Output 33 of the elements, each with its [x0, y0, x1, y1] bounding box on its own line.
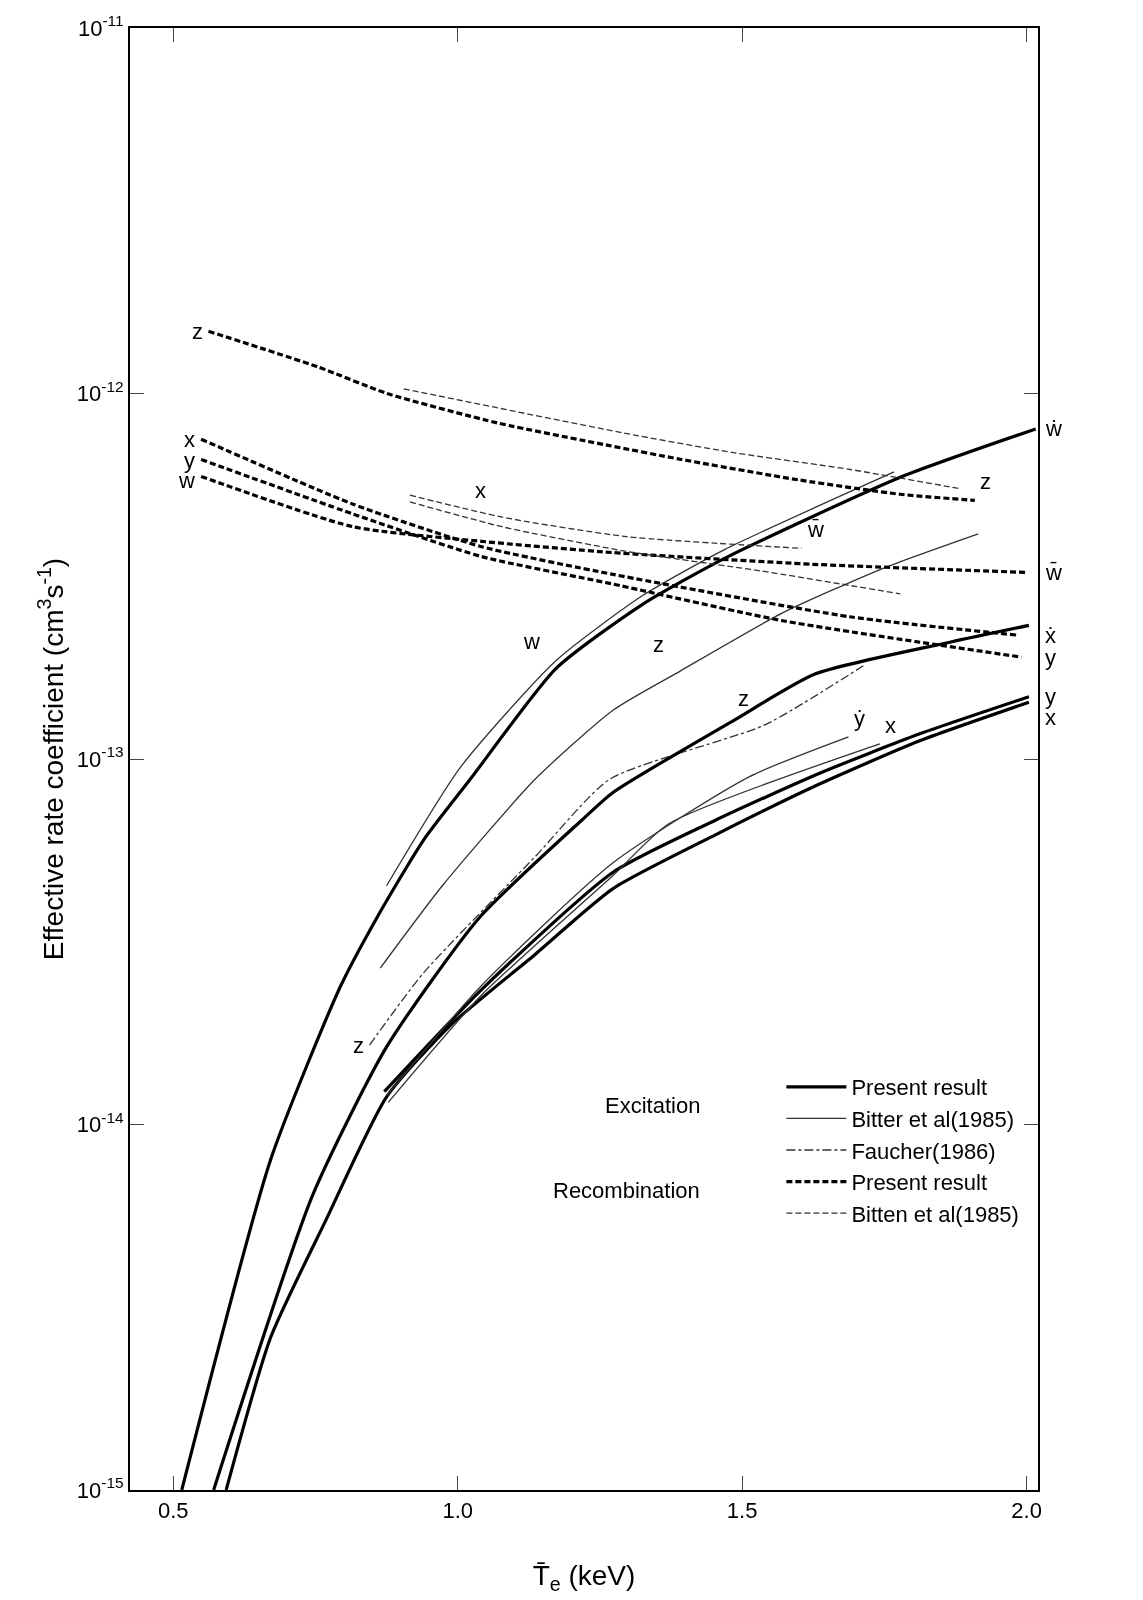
- annotation: ẋ: [1045, 623, 1056, 648]
- annotation: ẏ: [854, 706, 865, 731]
- annotation: z: [353, 1033, 364, 1058]
- annotation: x: [885, 713, 896, 738]
- y-tick-label: 10$^{-15}$: [76, 1474, 124, 1503]
- legend-label: Present result: [851, 1075, 988, 1101]
- annotation: z: [653, 632, 664, 657]
- x-axis-title: T̄$_{e}$ (keV): [532, 1560, 636, 1595]
- x-tick-label: 1.0: [442, 1498, 473, 1524]
- y-tick-label: 10$^{-12}$: [76, 377, 124, 407]
- annotation: Recombination: [553, 1178, 700, 1203]
- annotation: z: [192, 319, 203, 344]
- y-tick-label: 10$^{-11}$: [78, 12, 124, 41]
- annotation: w̄: [1045, 560, 1062, 585]
- annotation: z: [738, 686, 749, 711]
- x-tick-label: 0.5: [157, 1498, 189, 1524]
- legend-label: Bitter et al(1985): [851, 1107, 1015, 1132]
- annotation: y: [1045, 645, 1056, 670]
- y-tick-label: 10$^{-14}$: [76, 1108, 125, 1138]
- legend-label: Faucher(1986): [851, 1138, 996, 1164]
- legend-label: Present result: [851, 1170, 988, 1196]
- y-tick-label: 10$^{-13}$: [76, 743, 124, 772]
- x-tick-label: 1.5: [726, 1498, 758, 1524]
- annotation: w: [523, 629, 540, 654]
- annotation: z: [980, 469, 991, 494]
- annotation: w̄: [807, 517, 824, 542]
- x-tick-label: 2.0: [1011, 1498, 1042, 1524]
- line-series: [368, 665, 864, 1046]
- annotation: x: [475, 478, 486, 503]
- legend-label: Bitten et al(1985): [851, 1201, 1019, 1227]
- annotation: x: [184, 427, 195, 452]
- annotation: Excitation: [605, 1093, 701, 1118]
- annotation: ẇ: [1045, 416, 1062, 441]
